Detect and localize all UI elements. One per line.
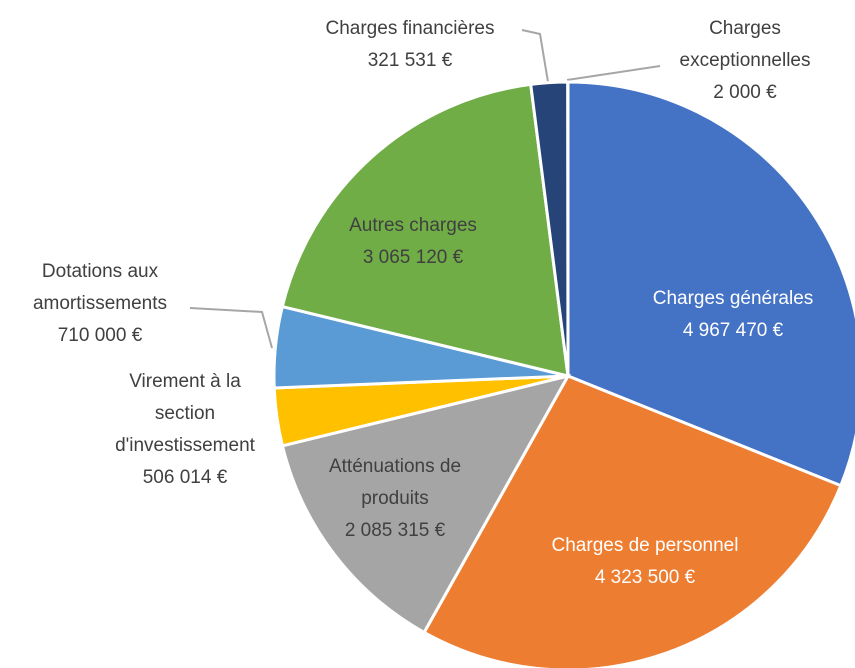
category-name: Autres charges: [349, 215, 477, 236]
leader-line: [521, 29, 549, 83]
category-name: Charges exceptionnelles: [679, 18, 811, 71]
value-label: 321 531 €: [367, 50, 453, 71]
leader-lines: [189, 29, 661, 349]
value-label: 710 000 €: [57, 325, 143, 346]
slice-label: Charges de personnel 4 323 500 €: [545, 530, 745, 594]
value-label: 4 323 500 €: [594, 567, 696, 588]
category-name: Dotations aux amortissements: [32, 261, 168, 314]
category-name: Charges de personnel: [551, 535, 739, 556]
value-label: 3 065 120 €: [362, 247, 464, 268]
slice-label: Charges exceptionnelles 2 000 €: [675, 13, 815, 109]
slice-label: Dotations aux amortissements 710 000 €: [15, 256, 185, 352]
pie-slice: [280, 373, 571, 635]
slice-label: Charges générales 4 967 470 €: [623, 283, 843, 347]
slice-label: Atténuations de produits 2 085 315 €: [300, 451, 490, 547]
leader-line: [189, 307, 273, 349]
slice-label: Virement à la section d'investissement 50…: [115, 366, 255, 494]
value-label: 506 014 €: [142, 467, 228, 488]
category-name: Atténuations de produits: [328, 456, 462, 509]
value-label: 4 967 470 €: [682, 320, 784, 341]
pie-slice: [280, 82, 570, 378]
slice-label: Autres charges 3 065 120 €: [313, 210, 513, 274]
value-label: 2 085 315 €: [344, 520, 446, 541]
value-label: 2 000 €: [713, 82, 777, 103]
slice-label: Charges financières 321 531 €: [290, 13, 530, 77]
category-name: Charges financières: [325, 18, 495, 39]
leader-line: [566, 65, 661, 81]
category-name: Charges générales: [652, 288, 814, 309]
pie-slice: [566, 80, 855, 488]
category-name: Virement à la section d'investissement: [115, 371, 255, 456]
